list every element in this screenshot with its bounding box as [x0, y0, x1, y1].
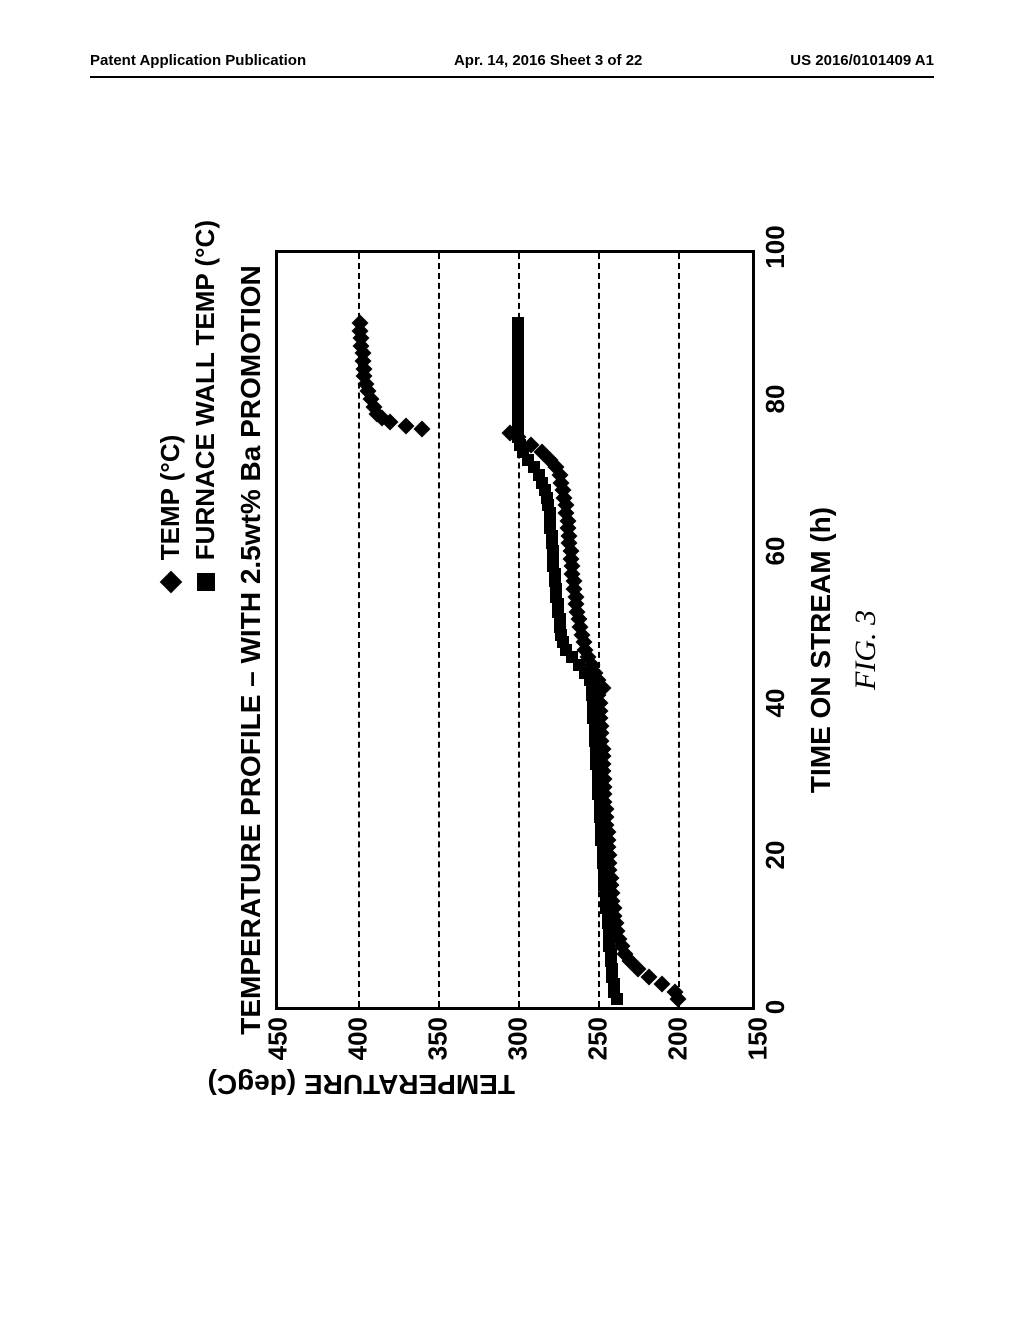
square-icon	[197, 573, 215, 591]
figure-caption: FIG. 3	[849, 180, 883, 1120]
header-right: US 2016/0101409 A1	[790, 52, 934, 69]
header-rule	[90, 76, 934, 78]
x-tick-label: 0	[752, 1000, 791, 1014]
y-tick-label: 450	[263, 1007, 294, 1060]
chart-plot-area: 150200250300350400450020406080100	[275, 250, 755, 1010]
figure-area: TEMP (°C) FURNACE WALL TEMP (°C) TEMPERA…	[140, 160, 890, 1140]
x-tick-label: 100	[752, 225, 791, 268]
legend-item-furnace: FURNACE WALL TEMP (°C)	[190, 220, 221, 594]
diamond-marker	[398, 417, 415, 434]
header-left: Patent Application Publication	[90, 52, 306, 69]
chart-container: TEMP (°C) FURNACE WALL TEMP (°C) TEMPERA…	[155, 180, 875, 1120]
y-tick-label: 300	[503, 1007, 534, 1060]
x-tick-label: 40	[752, 689, 791, 718]
gridline	[678, 253, 680, 1007]
diamond-marker	[414, 421, 431, 438]
y-tick-label: 350	[423, 1007, 454, 1060]
square-marker	[512, 317, 524, 329]
chart-legend: TEMP (°C) FURNACE WALL TEMP (°C)	[155, 220, 225, 594]
y-tick-label: 250	[583, 1007, 614, 1060]
page-header: Patent Application Publication Apr. 14, …	[0, 52, 1024, 69]
legend-label: TEMP (°C)	[155, 435, 186, 560]
header-center: Apr. 14, 2016 Sheet 3 of 22	[454, 52, 642, 69]
gridline	[438, 253, 440, 1007]
y-axis-label: TEMPERATURE (degC)	[208, 1068, 515, 1100]
y-tick-label: 400	[343, 1007, 374, 1060]
x-axis-label: TIME ON STREAM (h)	[805, 180, 837, 1120]
legend-label: FURNACE WALL TEMP (°C)	[190, 220, 221, 560]
x-tick-label: 80	[752, 385, 791, 414]
y-tick-label: 200	[663, 1007, 694, 1060]
chart-title: TEMPERATURE PROFILE – WITH 2.5wt% Ba PRO…	[235, 180, 267, 1120]
legend-item-temp: TEMP (°C)	[155, 220, 186, 594]
y-tick-label: 150	[743, 1007, 774, 1060]
x-tick-label: 60	[752, 537, 791, 566]
diamond-icon	[159, 571, 182, 594]
x-tick-label: 20	[752, 841, 791, 870]
